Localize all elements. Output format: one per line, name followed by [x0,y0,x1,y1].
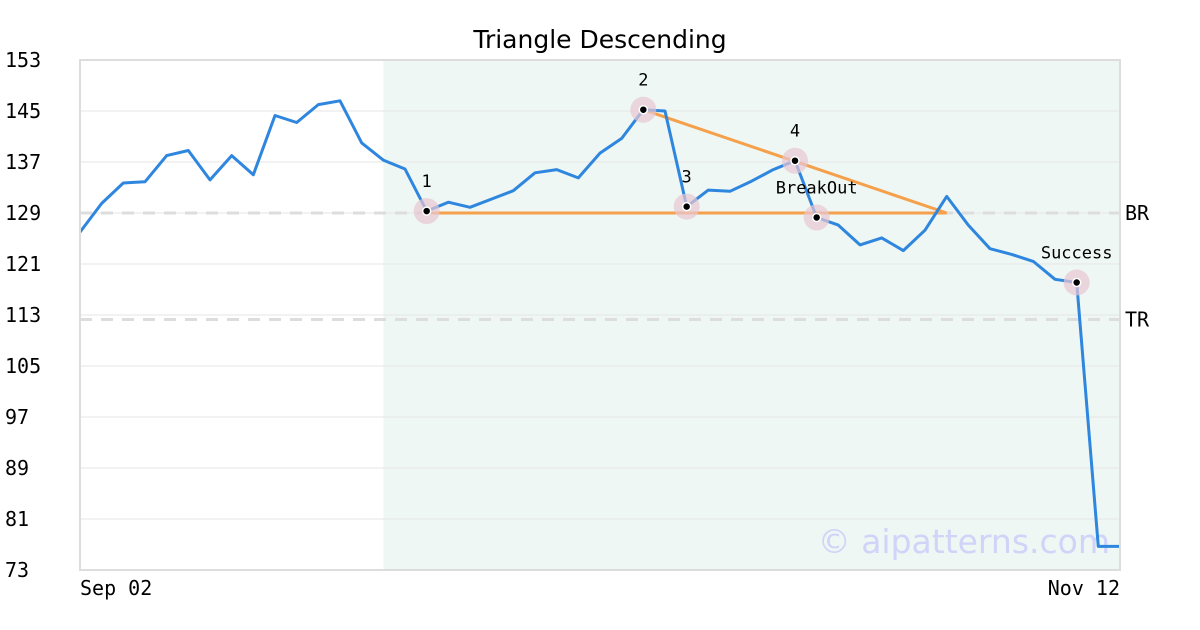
point-label: 4 [790,122,800,142]
x-tick-label: Nov 12 [1048,576,1120,600]
y-tick-label: 73 [5,558,29,582]
point-marker [681,201,692,212]
point-marker [638,104,649,115]
x-tick-label: Sep 02 [80,576,152,600]
y-tick-label: 105 [5,354,41,378]
point-label: 3 [682,168,692,188]
level-label: TR [1125,307,1150,331]
point-marker [790,155,800,166]
watermark-text: © aipatterns.com [818,522,1110,561]
y-tick-label: 121 [5,252,41,276]
y-tick-label: 129 [5,201,41,225]
y-tick-label: 153 [5,48,41,72]
y-tick-label: 113 [5,303,41,327]
points-layer: 1 2 3 4 BreakOut Success [413,71,1113,296]
series-line [78,99,1120,548]
point-marker [1071,277,1082,288]
x-axis-ticks: Sep 02 Nov 12 [80,576,1120,600]
y-axis-ticks: 153 145 137 129 121 113 105 97 89 81 73 [5,48,41,582]
chart-title: Triangle Descending [472,25,726,54]
point-label: 1 [422,172,432,192]
series-layer [78,99,1120,548]
y-tick-label: 81 [5,507,29,531]
level-label: BR [1125,201,1150,225]
point-label: Success [1041,243,1113,263]
point-label: 2 [638,71,648,91]
point-marker [811,212,822,223]
plot-frame [79,59,1121,571]
y-tick-label: 97 [5,405,29,429]
point-label: BreakOut [776,178,858,198]
point-marker [421,206,432,216]
y-tick-label: 89 [5,456,29,480]
y-tick-label: 137 [5,150,41,174]
y-tick-label: 145 [5,99,41,123]
